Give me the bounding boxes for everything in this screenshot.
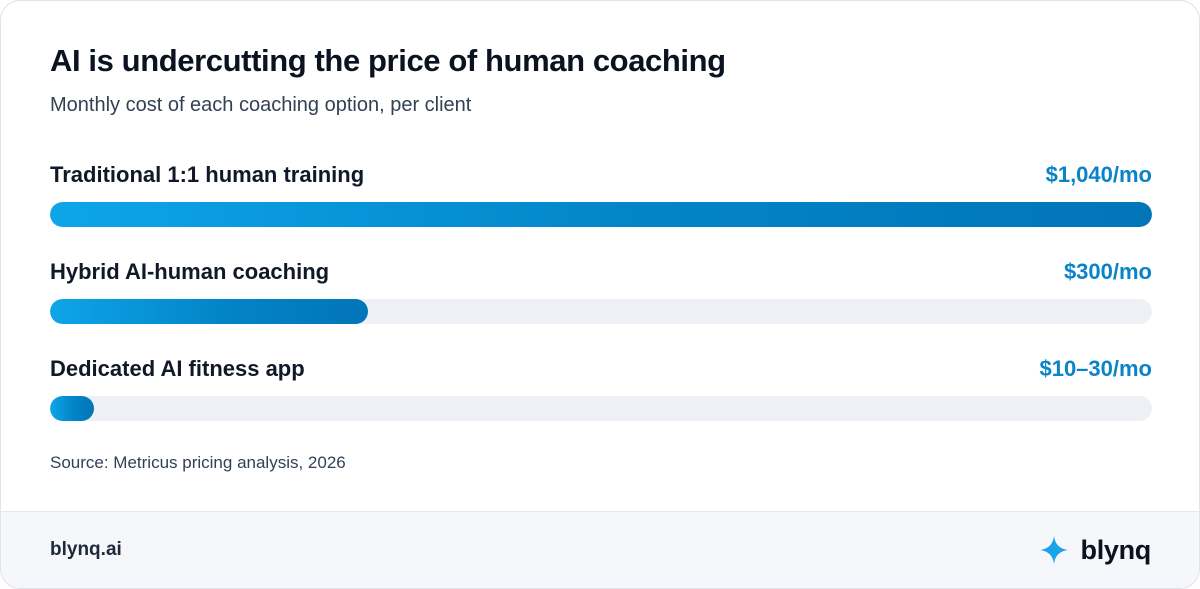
bar-label: Dedicated AI fitness app: [50, 356, 305, 381]
bar-fill: [50, 396, 94, 421]
bar-row: Dedicated AI fitness app $10–30/mo: [50, 356, 1152, 426]
bar-value-label: $10–30/mo: [1039, 356, 1152, 381]
bar-row: Hybrid AI-human coaching $300/mo: [50, 259, 1152, 329]
chart-subtitle: Monthly cost of each coaching option, pe…: [50, 94, 472, 116]
footer: blynq.ai blynq: [1, 511, 1199, 588]
bar-row: Traditional 1:1 human training $1,040/mo: [50, 162, 1152, 232]
sparkle-icon: [1039, 536, 1068, 564]
bar-value-label: $300/mo: [1063, 259, 1152, 284]
bar-track: [50, 396, 1152, 421]
bar-value-label: $1,040/mo: [1045, 162, 1152, 187]
source-note: Source: Metricus pricing analysis, 2026: [50, 453, 346, 472]
brand-logo: blynq: [1039, 533, 1152, 567]
footer-url[interactable]: blynq.ai: [50, 539, 122, 560]
chart-title: AI is undercutting the price of human co…: [50, 43, 726, 78]
brand-name: blynq: [1080, 534, 1152, 565]
bar-track: [50, 299, 1152, 324]
bar-track: [50, 202, 1152, 227]
bar-label: Traditional 1:1 human training: [50, 162, 365, 187]
bar-label: Hybrid AI-human coaching: [50, 259, 330, 284]
bar-fill: [50, 202, 1152, 227]
bar-fill: [50, 299, 368, 324]
